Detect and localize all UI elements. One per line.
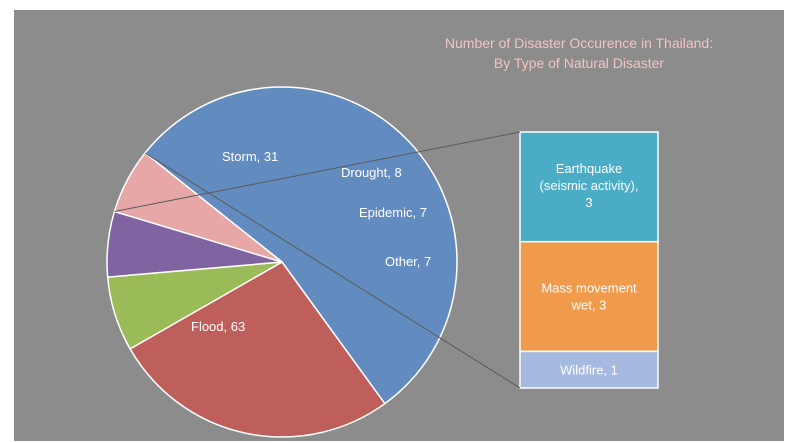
pie-group: [106, 86, 458, 438]
slice-label-flood: Flood, 63: [191, 319, 245, 334]
pie-slice-storm: [129, 261, 386, 438]
breakout-bar-group: [114, 131, 659, 389]
label-group: Flood, 63 Storm, 31 Drought, 8 Epidemic, 7 O…: [191, 149, 638, 378]
bar-segment-mass-movement-wet: [519, 240, 659, 353]
connector-line-bottom: [144, 152, 521, 389]
bar-label-earthquake: Earthquake (seismic activity), 3: [540, 161, 639, 210]
slice-label-other: Other, 7: [385, 254, 431, 269]
slice-label-storm: Storm, 31: [222, 149, 278, 164]
bar-segment-wildfire: [519, 350, 659, 389]
chart-title-line-2: By Type of Natural Disaster: [494, 55, 664, 71]
bar-label-wildfire: Wildfire, 1: [560, 363, 618, 378]
slice-label-drought: Drought, 8: [341, 165, 402, 180]
slice-label-epidemic: Epidemic, 7: [359, 205, 427, 220]
chart-area: Number of Disaster Occurence in Thailand…: [14, 10, 784, 441]
connector-line-top: [114, 131, 521, 212]
pie-slice-flood: [143, 86, 458, 405]
bar-label-mass-movement: Mass movement wet, 3: [541, 281, 637, 313]
pie-of-bar-chart: Number of Disaster Occurence in Thailand…: [106, 35, 713, 438]
chart-title-line-1: Number of Disaster Occurence in Thailand…: [445, 35, 713, 51]
bar-segment-earthquake-seismic-activity: [519, 131, 659, 243]
